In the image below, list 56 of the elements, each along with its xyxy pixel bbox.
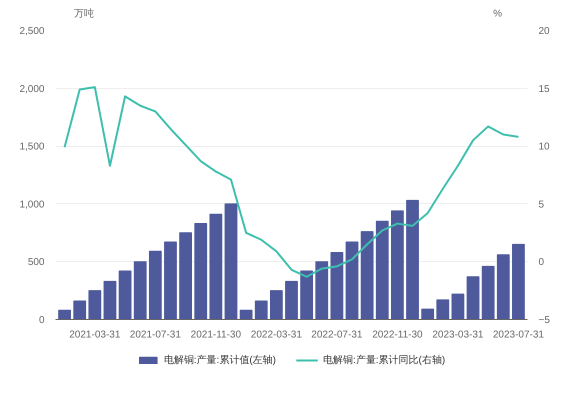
line-series [64, 86, 520, 278]
bar [482, 266, 495, 320]
bar [179, 232, 192, 320]
y2-tick-label: 20 [538, 26, 550, 37]
bar [330, 252, 344, 320]
bar [148, 250, 162, 320]
bar [88, 290, 102, 320]
x-tick-label: 2021-03-31 [69, 330, 121, 340]
bar [436, 299, 450, 320]
bar [224, 203, 238, 320]
y-axis-title: 万吨 [74, 8, 94, 20]
y2-tick-label: 0 [538, 257, 544, 268]
x-tick-label: 2021-07-31 [130, 330, 182, 340]
y2-tick-label: 10 [538, 142, 550, 153]
bar [285, 280, 298, 320]
x-tick-label: 2022-03-31 [250, 330, 302, 340]
x-tick-label: 2022-11-30 [372, 330, 424, 340]
bar [209, 214, 222, 320]
bar [73, 300, 86, 320]
bar [194, 223, 208, 320]
bar [104, 280, 116, 320]
legend-label: 电解铜:产量:累计同比(右轴) [323, 354, 446, 367]
bar [512, 244, 525, 320]
bar [406, 200, 419, 320]
bar [360, 231, 374, 320]
bar [315, 261, 328, 320]
bar [421, 308, 434, 320]
bar [452, 294, 464, 320]
legend-label: 电解铜:产量:累计值(左轴) [164, 354, 276, 367]
bar [466, 276, 480, 320]
y2-axis-title: % [493, 8, 502, 20]
x-tick-label: 2021-11-30 [190, 330, 242, 340]
y2-tick-label: −5 [538, 315, 550, 326]
bar [134, 261, 147, 320]
bar [496, 254, 510, 320]
bar [346, 242, 358, 320]
bar [240, 310, 253, 320]
x-tick-label: 2023-03-31 [432, 330, 484, 340]
bar [58, 310, 71, 320]
y-tick-label: 0 [38, 315, 45, 326]
bar [390, 210, 404, 320]
y-tick-label: 2,000 [19, 84, 45, 95]
bar [300, 270, 314, 320]
bar [254, 300, 268, 320]
y-tick-label: 1,000 [19, 199, 45, 210]
bar [376, 220, 389, 320]
x-tick-label: 2022-07-31 [311, 330, 363, 340]
bar [270, 290, 283, 320]
bar [118, 270, 132, 320]
bar [164, 242, 177, 320]
x-tick-label: 2023-07-31 [492, 330, 544, 340]
y-tick-label: 1,500 [19, 142, 45, 153]
y-tick-label: 500 [28, 257, 45, 268]
y-tick-label: 2,500 [19, 26, 45, 37]
y2-tick-label: 15 [538, 84, 550, 95]
y2-tick-label: 5 [538, 199, 544, 210]
